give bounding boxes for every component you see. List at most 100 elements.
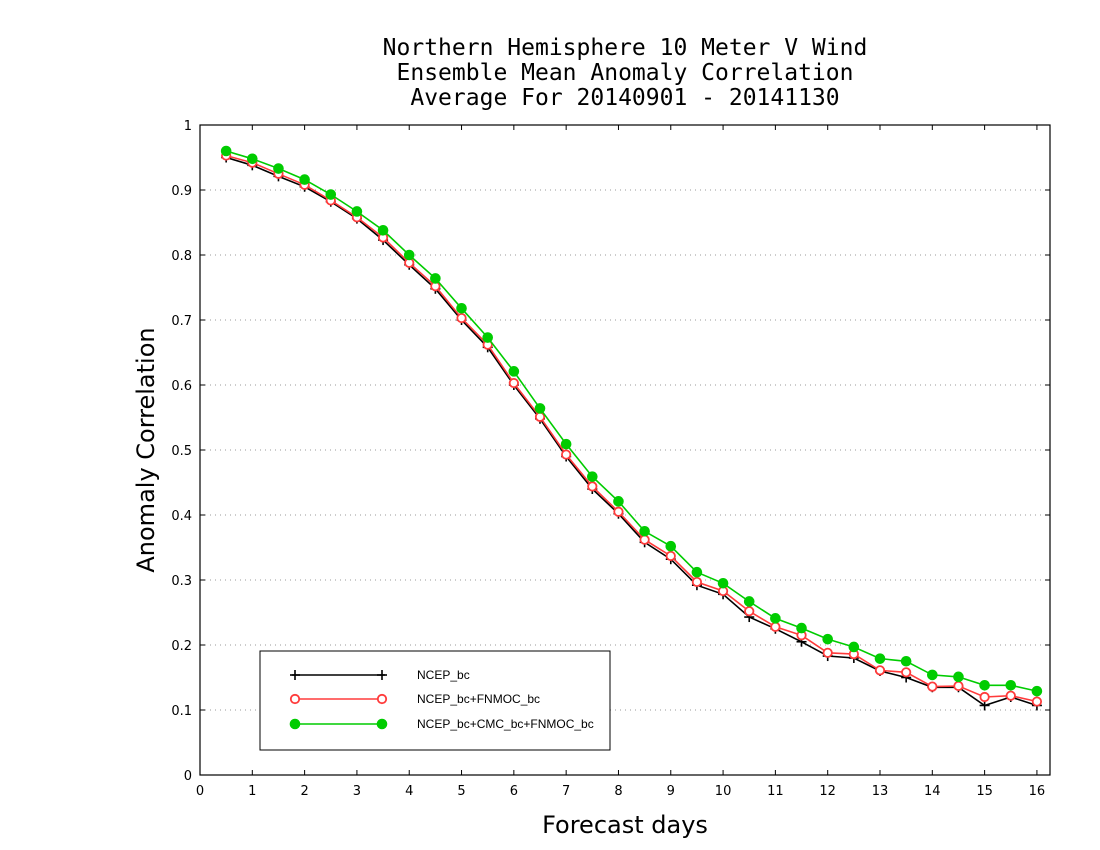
data-point	[770, 621, 781, 632]
x-tick-label: 11	[767, 784, 784, 799]
y-tick-label: 0.1	[171, 704, 192, 719]
legend: NCEP_bc NCEP_bc+FNMOC_bc NCEP_bc+CMC_bc+FN…	[259, 650, 611, 751]
data-point	[534, 403, 546, 414]
series-line	[225, 156, 1038, 707]
x-tick-label: 9	[667, 784, 675, 799]
legend-marker	[289, 693, 301, 705]
x-tick-label: 14	[924, 784, 941, 799]
x-tick-label: 0	[196, 784, 204, 799]
data-point	[953, 680, 964, 692]
data-point	[691, 576, 703, 588]
data-point	[979, 700, 990, 711]
legend-entry: NCEP_bc+FNMOC_bc	[289, 692, 540, 706]
y-axis: 0 0.1 0.2 0.3 0.4 0.5 0.6 0.7 0.8 0.9 1	[171, 119, 1050, 784]
chart-title-line-3: Average For 20140901 - 20141130	[410, 85, 840, 111]
data-point	[744, 606, 755, 617]
x-axis: 0 1 2 3 4 5 6 7 8 9 10 11 12 13 14 15 16	[196, 125, 1045, 799]
data-point	[299, 174, 310, 185]
series-line	[225, 154, 1038, 703]
data-point	[743, 596, 755, 607]
data-point	[717, 577, 729, 589]
data-point	[665, 540, 677, 552]
data-point	[613, 496, 624, 507]
data-point	[901, 667, 912, 678]
data-point	[796, 622, 807, 634]
data-point	[927, 669, 938, 681]
x-tick-label: 7	[562, 784, 570, 799]
data-point	[1005, 680, 1017, 691]
data-point	[247, 153, 258, 165]
series-1	[221, 152, 1042, 711]
x-tick-label: 10	[715, 784, 732, 799]
chart-title-line-1: Northern Hemisphere 10 Meter V Wind	[382, 35, 868, 61]
data-point	[927, 681, 938, 692]
data-point	[848, 641, 860, 653]
legend-entry: NCEP_bc	[290, 668, 470, 682]
data-point	[979, 691, 990, 703]
legend-marker	[377, 670, 387, 680]
x-tick-label: 3	[353, 784, 361, 799]
x-tick-label: 13	[872, 784, 889, 799]
x-tick-label: 15	[976, 784, 993, 799]
data-point	[273, 163, 284, 174]
data-point	[325, 189, 337, 200]
data-point	[770, 613, 781, 624]
data-point	[874, 653, 886, 664]
data-point	[220, 145, 232, 157]
data-point	[874, 665, 886, 676]
y-tick-label: 0.5	[171, 444, 192, 459]
data-point	[403, 249, 415, 261]
legend-marker	[376, 718, 388, 730]
grid-lines	[200, 189, 1050, 711]
data-point	[639, 525, 650, 537]
data-point	[508, 377, 519, 389]
data-point	[587, 471, 598, 482]
data-point	[691, 566, 703, 578]
data-point	[822, 647, 833, 658]
data-point	[482, 332, 493, 343]
x-axis-label: Forecast days	[542, 811, 708, 839]
data-point	[351, 206, 363, 217]
legend-marker	[290, 670, 300, 680]
data-point	[587, 481, 598, 492]
data-point	[900, 655, 912, 667]
legend-label: NCEP_bc+CMC_bc+FNMOC_bc	[417, 717, 594, 731]
data-point	[1031, 685, 1043, 697]
series-3	[220, 145, 1043, 697]
data-point	[534, 411, 546, 422]
legend-box	[259, 650, 611, 751]
x-tick-label: 1	[248, 784, 256, 799]
chart-title: Northern Hemisphere 10 Meter V Wind Ense…	[280, 36, 970, 111]
data-point	[822, 633, 833, 645]
data-point	[456, 303, 467, 314]
data-point	[1031, 696, 1043, 707]
x-tick-label: 16	[1029, 784, 1046, 799]
series-line	[225, 150, 1038, 692]
data-point	[377, 225, 389, 236]
x-tick-label: 8	[614, 784, 622, 799]
data-point	[560, 438, 572, 450]
x-tick-label: 2	[300, 784, 308, 799]
y-tick-label: 0.9	[171, 184, 192, 199]
legend-label: NCEP_bc+FNMOC_bc	[417, 692, 540, 706]
series-layer	[220, 145, 1043, 711]
x-tick-label: 6	[510, 784, 518, 799]
legend-marker	[376, 693, 388, 705]
data-point	[953, 671, 964, 683]
y-tick-label: 0.8	[171, 249, 192, 264]
data-point	[1005, 690, 1016, 701]
y-tick-label: 0.7	[171, 314, 192, 329]
legend-entry: NCEP_bc+CMC_bc+FNMOC_bc	[289, 717, 594, 731]
y-tick-label: 0.6	[171, 379, 192, 394]
data-point	[979, 680, 990, 691]
x-tick-label: 5	[457, 784, 465, 799]
chart-title-line-2: Ensemble Mean Anomaly Correlation	[396, 60, 854, 86]
y-tick-label: 0.3	[171, 574, 192, 589]
y-tick-label: 0	[184, 769, 192, 784]
legend-label: NCEP_bc	[417, 668, 470, 682]
data-point	[665, 550, 676, 562]
data-point	[508, 366, 520, 377]
x-tick-label: 4	[405, 784, 413, 799]
data-point	[613, 506, 624, 517]
